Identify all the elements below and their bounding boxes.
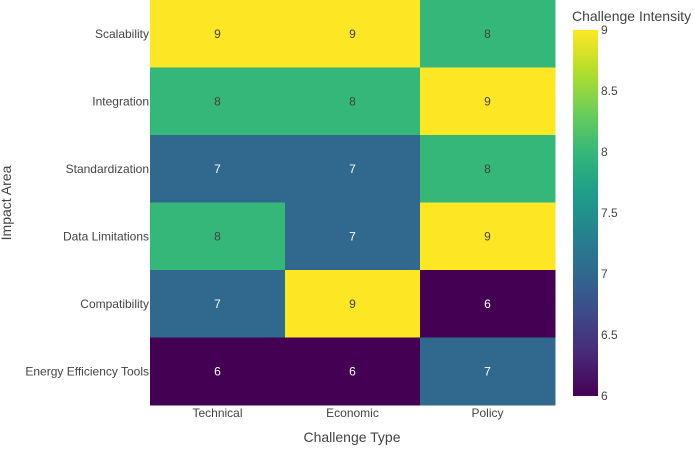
heatmap-cell: [420, 202, 556, 271]
x-axis-tick-labels: Technical Economic Policy: [192, 406, 503, 420]
y-axis-tick-labels: Scalability Integration Standardization Dat…: [25, 27, 149, 379]
heatmap-cell: [285, 0, 421, 68]
heatmap-cell-label: 7: [214, 162, 221, 176]
heatmap-cell-label: 7: [349, 229, 356, 243]
heatmap-cell: [420, 67, 556, 136]
heatmap-cell-label: 8: [484, 27, 491, 41]
heatmap-cell-label: 6: [484, 297, 491, 311]
x-tick-label: Policy: [471, 406, 503, 420]
heatmap-cell-label: 8: [484, 162, 491, 176]
y-tick-label: Data Limitations: [63, 229, 149, 243]
colorbar-title: Challenge Intensity: [572, 8, 691, 24]
heatmap-cell: [420, 337, 556, 406]
heatmap-cell-label: 9: [214, 27, 221, 41]
heatmap-cell-label: 9: [349, 27, 356, 41]
heatmap-cell-label: 7: [349, 162, 356, 176]
heatmap-cell-label: 8: [214, 94, 221, 108]
heatmap-cell: [150, 67, 286, 136]
heatmap-cell: [285, 135, 421, 203]
heatmap-cell: [150, 0, 286, 68]
colorbar-tick-label: 7: [601, 267, 608, 281]
colorbar-tick-label: 8.5: [601, 84, 618, 98]
heatmap-cell-label: 9: [484, 94, 491, 108]
x-axis-title: Challenge Type: [303, 429, 400, 445]
heatmap-cell: [420, 270, 556, 338]
heatmap-cell: [150, 202, 286, 271]
heatmap-cell-label: 7: [484, 364, 491, 378]
y-tick-label: Scalability: [95, 27, 149, 41]
heatmap-cell-label: 9: [349, 297, 356, 311]
x-tick-label: Technical: [192, 406, 242, 420]
heatmap-cell: [150, 270, 286, 338]
y-tick-label: Energy Efficiency Tools: [25, 364, 149, 378]
heatmap-cell-label: 8: [349, 94, 356, 108]
y-tick-label: Standardization: [66, 162, 149, 176]
heatmap-cell-labels: 9 9 8 8 8 9 7 7 8 8 7 9 7 9 6 6 6 7: [214, 27, 491, 379]
heatmap-cell: [285, 337, 421, 406]
x-tick-label: Economic: [326, 406, 379, 420]
heatmap-cell-label: 7: [214, 297, 221, 311]
y-tick-label: Compatibility: [80, 297, 149, 311]
heatmap-cell: [285, 270, 421, 338]
heatmap-cell: [285, 202, 421, 271]
heatmap-cell: [420, 135, 556, 203]
heatmap-cell: [285, 67, 421, 136]
colorbar-tick-label: 8: [601, 145, 608, 159]
heatmap-cell: [150, 337, 286, 406]
heatmap-cell-label: 6: [214, 364, 221, 378]
y-tick-label: Integration: [92, 94, 149, 108]
heatmap-cells: [150, 0, 556, 406]
colorbar-tick-labels: 6 6.5 7 7.5 8 8.5 9: [601, 23, 618, 403]
y-axis-title: Impact Area: [0, 165, 14, 240]
heatmap-cell-label: 8: [214, 229, 221, 243]
colorbar-tick-label: 6.5: [601, 328, 618, 342]
colorbar: [573, 30, 598, 396]
colorbar-tick-label: 7.5: [601, 206, 618, 220]
heatmap-cell: [420, 0, 556, 68]
colorbar-tick-label: 9: [601, 23, 608, 37]
heatmap-cell-label: 6: [349, 364, 356, 378]
heatmap-cell-label: 9: [484, 229, 491, 243]
heatmap-cell: [150, 135, 286, 203]
colorbar-tick-label: 6: [601, 389, 608, 403]
